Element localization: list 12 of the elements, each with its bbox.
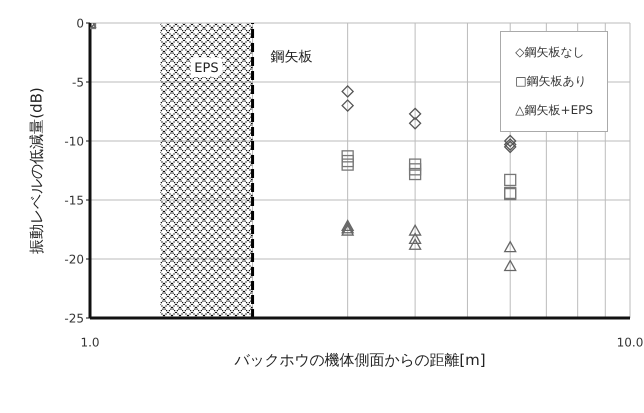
y-tick-label: -10 [64, 134, 84, 148]
legend: ◇鋼矢板なし □鋼矢板あり △鋼矢板+EPS [500, 31, 608, 132]
y-tick-label: -15 [64, 193, 84, 208]
x-tick-label: 10.0 [616, 336, 644, 350]
ref-line-label: 鋼矢板 [270, 48, 313, 65]
y-tick-label: 0 [76, 16, 84, 30]
y-tick-label: -25 [64, 311, 84, 326]
y-tick-label: -5 [72, 75, 84, 90]
y-axis-title: 振動レベルの低減量(dB) [27, 87, 46, 254]
x-tick-label: 1.0 [80, 336, 100, 350]
y-tick-label: -20 [64, 252, 84, 266]
x-axis-title: バックホウの機体側面からの距離[m] [233, 351, 486, 369]
